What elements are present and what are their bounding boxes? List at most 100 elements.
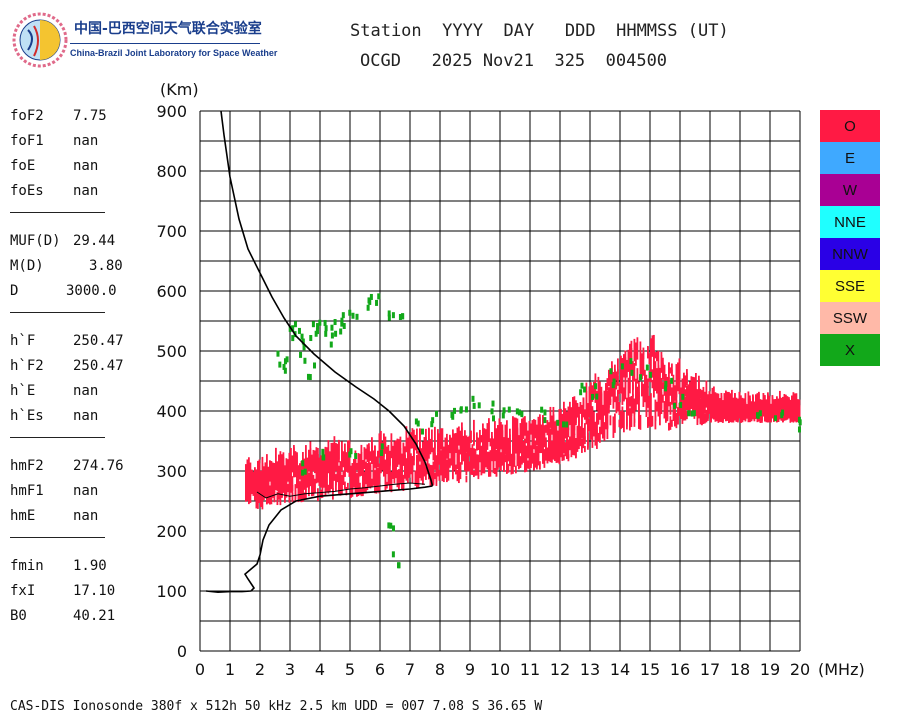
x-trace-mark — [692, 410, 696, 417]
x-trace-mark — [341, 312, 345, 319]
o-trace-mark — [794, 401, 796, 417]
o-trace-mark — [441, 450, 444, 474]
o-trace-mark — [272, 481, 274, 497]
o-trace-mark — [792, 392, 795, 416]
o-trace-mark — [485, 452, 487, 468]
o-trace-mark — [389, 458, 391, 466]
o-trace-mark — [725, 397, 727, 417]
o-trace-mark — [434, 452, 436, 469]
o-trace-mark — [624, 372, 627, 390]
o-trace-mark — [501, 456, 504, 464]
o-trace-mark — [633, 398, 636, 415]
o-trace-mark — [303, 492, 306, 500]
o-trace-mark — [393, 441, 396, 454]
o-trace-mark — [779, 396, 781, 416]
o-trace-mark — [252, 487, 255, 495]
o-trace-mark — [494, 437, 496, 450]
o-trace-mark — [684, 389, 687, 397]
o-trace-mark — [308, 474, 310, 490]
o-trace-mark — [359, 482, 361, 495]
o-trace-mark — [450, 437, 453, 451]
o-trace-mark — [525, 446, 528, 462]
o-trace-mark — [492, 456, 495, 474]
o-trace-mark — [621, 380, 624, 397]
o-trace-mark — [464, 445, 466, 468]
o-trace-mark — [512, 462, 514, 474]
o-trace-mark — [546, 455, 549, 464]
o-trace-mark — [627, 401, 630, 416]
o-trace-mark — [575, 438, 577, 459]
o-trace-mark — [732, 397, 735, 419]
o-trace-mark — [452, 460, 454, 480]
o-trace-mark — [615, 400, 618, 410]
o-trace-mark — [627, 377, 630, 402]
o-trace-mark — [621, 395, 624, 405]
o-trace-mark — [563, 417, 565, 442]
o-trace-mark — [428, 428, 430, 449]
o-trace-mark — [626, 398, 628, 407]
o-trace-mark — [746, 405, 748, 417]
x-trace-mark — [387, 314, 391, 321]
o-trace-mark — [419, 429, 421, 448]
o-trace-mark — [521, 449, 523, 465]
o-trace-mark — [675, 373, 678, 398]
x-trace-mark — [664, 385, 668, 392]
x-trace-mark — [285, 356, 289, 363]
o-trace-mark — [366, 470, 369, 478]
o-trace-mark — [461, 446, 463, 459]
o-trace-mark — [687, 384, 690, 392]
o-trace-mark — [609, 415, 612, 426]
o-trace-mark — [710, 404, 712, 414]
o-trace-mark — [378, 433, 381, 454]
o-trace-mark — [705, 396, 708, 408]
o-trace-mark — [474, 448, 477, 469]
o-trace-mark — [249, 491, 252, 503]
o-trace-mark — [434, 472, 436, 480]
o-trace-mark — [599, 409, 601, 420]
o-trace-mark — [320, 455, 322, 478]
x-trace-mark — [291, 335, 295, 342]
o-trace-mark — [291, 455, 294, 473]
o-trace-mark — [687, 392, 690, 413]
o-trace-mark — [623, 387, 625, 401]
x-tick-label: 13 — [580, 660, 600, 679]
o-trace-mark — [506, 420, 508, 442]
o-trace-mark — [723, 397, 726, 419]
o-trace-mark — [347, 482, 349, 490]
o-trace-mark — [456, 469, 459, 482]
o-trace-mark — [273, 476, 276, 490]
o-trace-mark — [545, 424, 547, 433]
o-trace-mark — [512, 443, 514, 464]
o-trace-mark — [645, 392, 648, 406]
o-trace-mark — [686, 410, 688, 420]
o-trace-mark — [653, 334, 655, 358]
o-trace-mark — [623, 354, 625, 372]
o-trace-mark — [620, 385, 622, 394]
o-trace-mark — [674, 385, 676, 401]
o-trace-mark — [422, 441, 424, 454]
o-trace-mark — [684, 396, 687, 404]
o-trace-mark — [329, 462, 331, 476]
o-trace-mark — [317, 488, 319, 502]
x-trace-mark — [314, 330, 318, 337]
o-trace-mark — [273, 462, 276, 481]
o-trace-mark — [543, 427, 546, 440]
o-trace-mark — [740, 401, 742, 416]
o-trace-mark — [416, 428, 418, 448]
o-trace-mark — [588, 388, 591, 407]
x-trace-mark — [301, 460, 305, 467]
o-trace-mark — [753, 406, 756, 415]
o-trace-mark — [500, 422, 502, 440]
o-trace-mark — [606, 390, 609, 414]
o-trace-mark — [266, 488, 268, 505]
o-trace-mark — [648, 398, 651, 421]
o-trace-mark — [569, 442, 571, 451]
o-trace-mark — [536, 451, 538, 470]
o-trace-mark — [513, 455, 516, 467]
o-trace-mark — [704, 417, 706, 424]
o-trace-mark — [551, 415, 553, 433]
x-trace-mark — [472, 402, 476, 409]
o-trace-mark — [431, 465, 433, 486]
o-trace-mark — [627, 394, 630, 409]
x-trace-mark — [780, 412, 784, 419]
